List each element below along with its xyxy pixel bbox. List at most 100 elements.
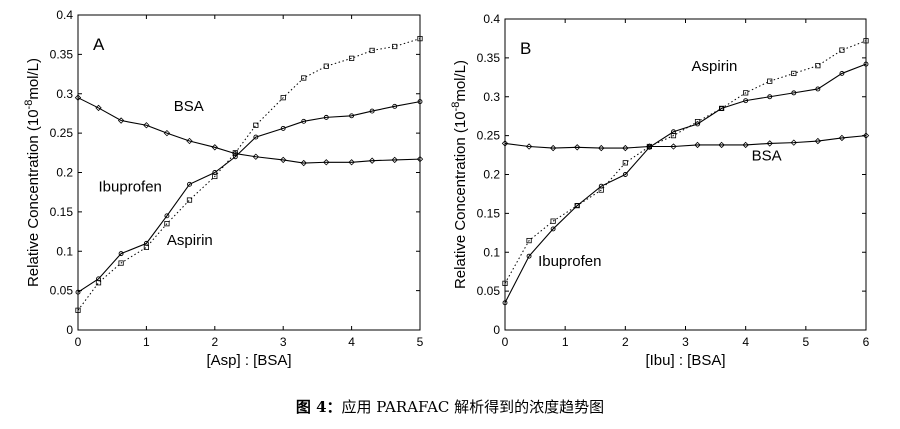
data-point <box>392 43 398 50</box>
data-point <box>301 75 307 81</box>
x-tick-label: 2 <box>211 335 218 349</box>
series-bsa: BSA <box>74 94 424 167</box>
data-point <box>501 140 509 147</box>
data-point <box>348 159 355 166</box>
panel-label: B <box>520 39 531 58</box>
data-point <box>118 251 124 257</box>
data-point <box>95 104 102 112</box>
y-axis-label-unit: mol/L) <box>25 58 42 100</box>
y-axis-label-main: Relative Concentration (10 <box>25 109 42 287</box>
series-line-ibuprofen <box>77 101 421 293</box>
data-point <box>368 157 376 164</box>
data-point <box>862 132 870 139</box>
y-axis-label: Relative Concentration (10-8mol/L) <box>450 60 469 289</box>
x-tick-label: 5 <box>802 335 809 349</box>
data-point <box>767 94 773 100</box>
data-point <box>280 95 286 101</box>
y-tick-label: 0 <box>66 323 73 337</box>
y-tick-label: 0.1 <box>483 245 500 259</box>
data-point <box>300 159 307 167</box>
data-point <box>550 226 556 232</box>
series-label: BSA <box>174 98 204 115</box>
y-tick-label: 0.05 <box>477 284 501 298</box>
data-point <box>791 70 797 77</box>
x-tick-label: 5 <box>417 335 424 349</box>
data-point <box>743 90 749 96</box>
data-point <box>143 244 149 250</box>
data-point <box>349 113 355 119</box>
y-tick-label: 0.05 <box>50 284 74 298</box>
data-point <box>163 129 171 137</box>
data-point <box>253 134 259 140</box>
x-tick-label: 3 <box>682 335 689 349</box>
plot-frame <box>504 18 867 331</box>
data-point <box>767 78 773 84</box>
y-tick-label: 0.3 <box>56 87 73 101</box>
data-point <box>280 156 287 164</box>
series-line-bsa <box>77 97 421 164</box>
data-point <box>164 213 170 219</box>
data-point <box>695 121 700 127</box>
y-tick-label: 0.4 <box>56 8 73 22</box>
series-line-aspirin <box>504 40 867 284</box>
y-tick-label: 0.35 <box>50 47 74 61</box>
data-point <box>574 203 580 209</box>
y-axis-label-exponent: -8 <box>23 100 35 110</box>
series-label: Aspirin <box>692 58 738 75</box>
series-aspirin: Aspirin <box>75 36 423 313</box>
x-tick-label: 4 <box>742 335 749 349</box>
data-point <box>719 105 725 111</box>
data-point <box>502 280 508 286</box>
y-tick-label: 0.2 <box>56 166 73 180</box>
data-point <box>718 141 725 149</box>
data-point <box>212 173 218 180</box>
data-point <box>348 55 355 61</box>
data-point <box>550 218 556 224</box>
data-point <box>694 141 701 149</box>
data-point <box>525 143 533 150</box>
data-point <box>117 117 125 124</box>
data-point <box>74 94 82 101</box>
series-line-bsa <box>504 135 867 149</box>
data-point <box>253 122 259 128</box>
data-point <box>416 155 424 163</box>
x-tick-label: 1 <box>562 335 569 349</box>
data-point <box>164 221 170 227</box>
data-point <box>526 253 532 259</box>
data-point <box>671 129 676 135</box>
data-point <box>417 36 423 42</box>
y-tick-label: 0.1 <box>56 244 73 258</box>
series-line-ibuprofen <box>504 63 867 304</box>
data-point <box>392 103 398 109</box>
x-axis-label: [Ibu] : [BSA] <box>645 352 725 369</box>
data-point <box>252 153 260 160</box>
data-point <box>743 98 749 104</box>
data-point <box>211 144 218 151</box>
data-point <box>814 137 822 145</box>
x-tick-label: 6 <box>863 335 870 349</box>
y-axis-label-unit: mol/L) <box>452 60 469 102</box>
data-point <box>790 139 797 146</box>
data-point <box>75 289 81 295</box>
y-tick-label: 0.3 <box>483 90 500 104</box>
y-axis-label: Relative Concentration (10-8mol/L) <box>23 58 42 287</box>
y-tick-label: 0.2 <box>483 168 500 182</box>
x-tick-label: 1 <box>143 335 150 349</box>
data-point <box>391 156 398 164</box>
y-tick-label: 0.4 <box>483 12 500 26</box>
panel-label: A <box>93 35 105 54</box>
series-ibuprofen: Ibuprofen <box>75 99 423 295</box>
data-point <box>549 144 557 152</box>
figure-caption-text: 应用 PARAFAC 解析得到的浓度趋势图 <box>341 398 605 416</box>
plot-frame <box>77 14 421 331</box>
x-tick-label: 0 <box>75 335 82 349</box>
y-axis-label-exponent: -8 <box>450 102 462 112</box>
data-point <box>839 70 845 76</box>
data-point <box>186 137 193 145</box>
y-tick-label: 0.25 <box>50 126 74 140</box>
data-point <box>838 134 846 142</box>
data-point <box>815 86 821 92</box>
data-point <box>863 61 869 67</box>
y-tick-label: 0.15 <box>477 206 501 220</box>
data-point <box>742 141 749 149</box>
